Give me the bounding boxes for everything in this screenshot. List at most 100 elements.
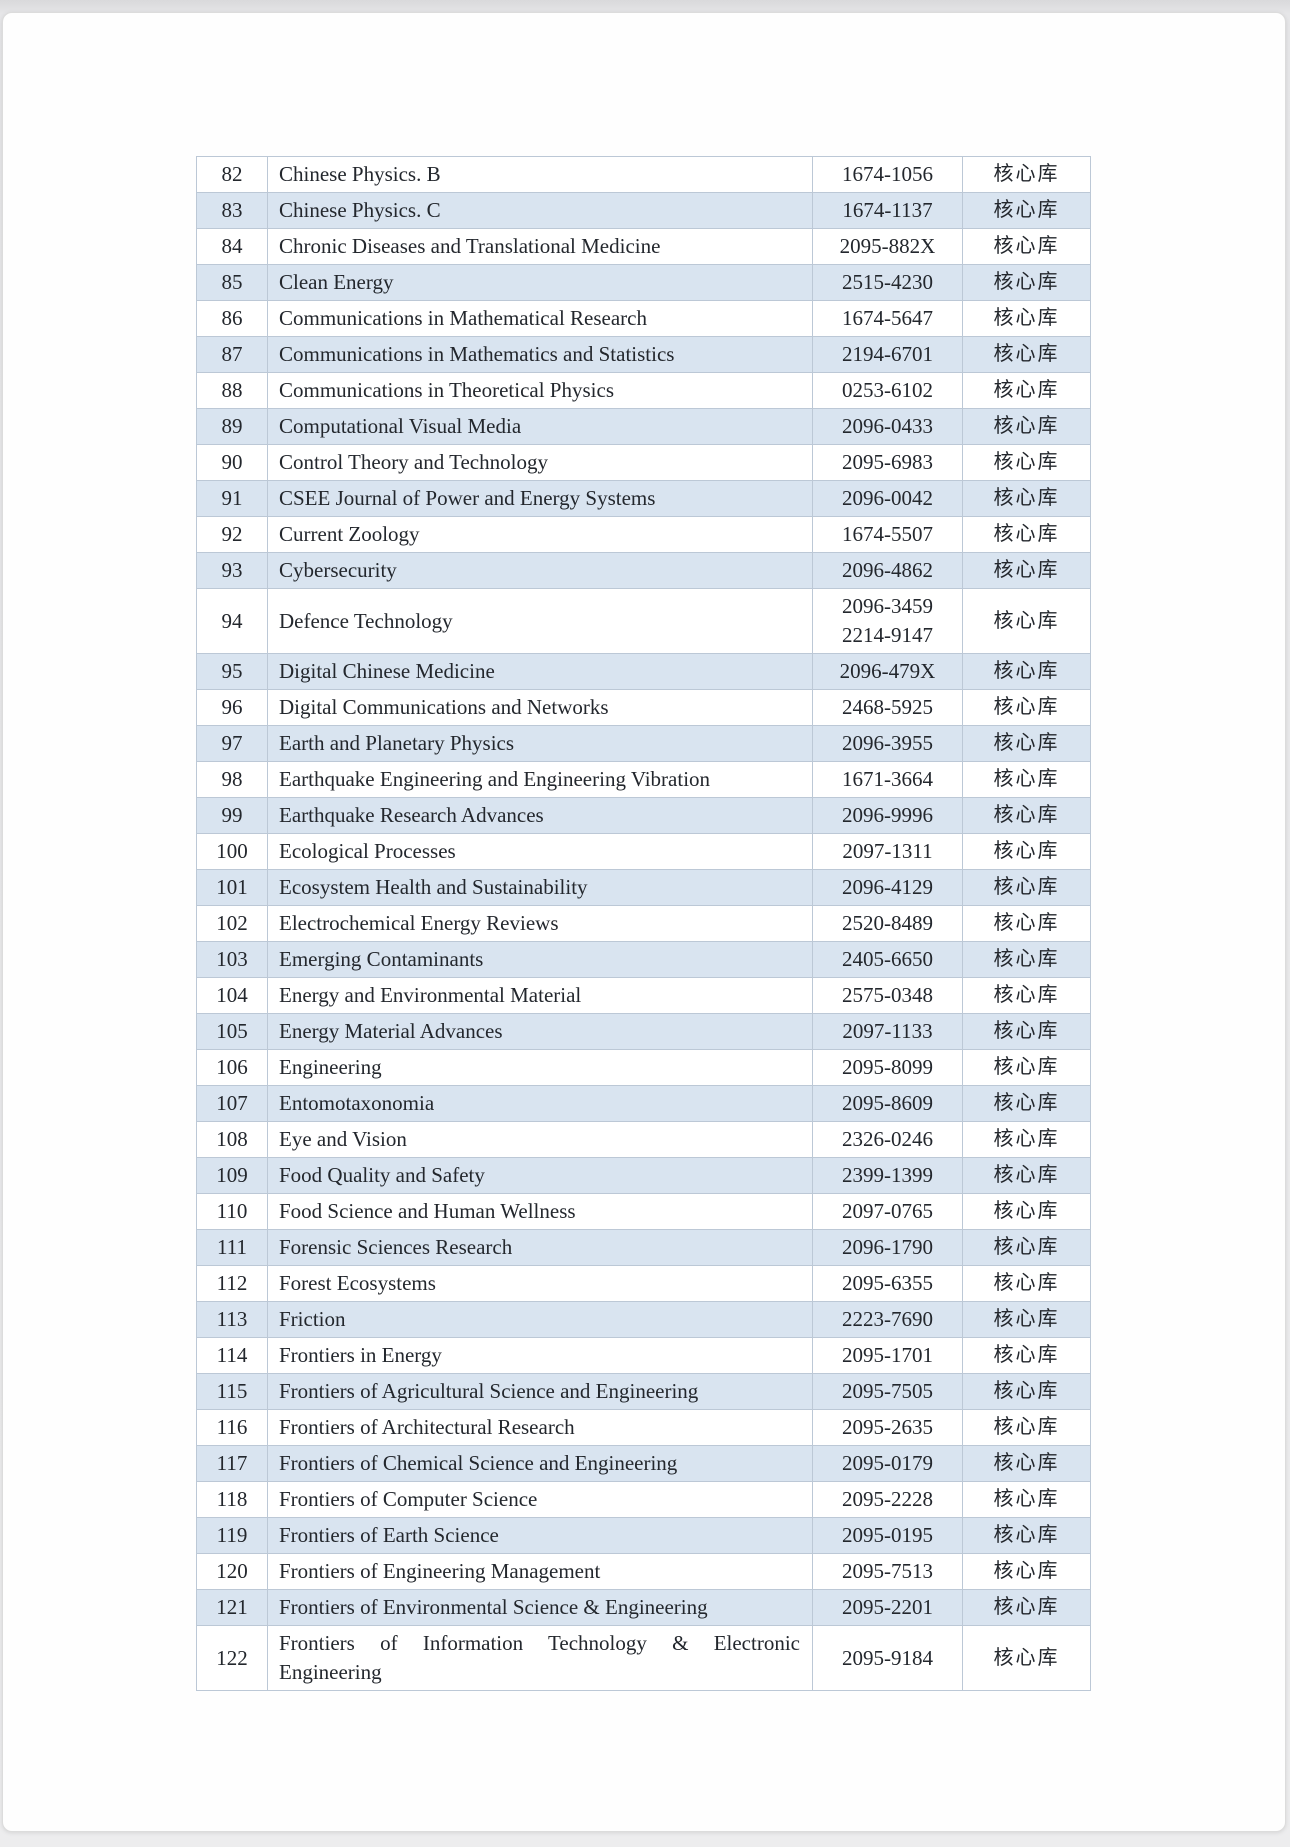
status-cell: 核心库 [962, 1625, 1091, 1691]
row-number-cell: 106 [196, 1049, 268, 1086]
journal-name-cell: Entomotaxonomia [267, 1085, 813, 1122]
journal-name-cell: CSEE Journal of Power and Energy Systems [267, 480, 813, 517]
status-cell: 核心库 [962, 1373, 1091, 1410]
table-row: 122 Frontiers of Information Technology … [196, 1625, 1091, 1691]
issn-cell: 2468-5925 [812, 689, 963, 726]
issn-value: 2468-5925 [842, 695, 933, 719]
issn-value: 2096-4862 [842, 558, 933, 582]
status-cell: 核心库 [962, 408, 1091, 445]
journal-name-cell: Defence Technology [267, 588, 813, 654]
status-cell: 核心库 [962, 869, 1091, 906]
journal-name-cell: Frontiers of Information Technology & El… [267, 1625, 813, 1691]
issn-cell: 2096-4862 [812, 552, 963, 589]
row-number-cell: 95 [196, 653, 268, 690]
issn-cell: 1671-3664 [812, 761, 963, 798]
status-cell: 核心库 [962, 1265, 1091, 1302]
issn-value: 2096-4129 [842, 875, 933, 899]
journal-name-cell: Frontiers of Environmental Science & Eng… [267, 1589, 813, 1626]
issn-value: 2095-882X [839, 234, 936, 258]
journal-name-cell: Engineering [267, 1049, 813, 1086]
table-row: 82 Chinese Physics. B 1674-1056 核心库 [196, 156, 1091, 193]
row-number-cell: 90 [196, 444, 268, 481]
issn-value: 2096-479X [839, 659, 936, 683]
issn-value: 2096-9996 [842, 803, 933, 827]
status-cell: 核心库 [962, 480, 1091, 517]
table-row: 89 Computational Visual Media 2096-0433 … [196, 408, 1091, 445]
row-number-cell: 87 [196, 336, 268, 373]
table-row: 103 Emerging Contaminants 2405-6650 核心库 [196, 941, 1091, 978]
journal-name-cell: Frontiers of Chemical Science and Engine… [267, 1445, 813, 1482]
status-cell: 核心库 [962, 1229, 1091, 1266]
row-number-cell: 84 [196, 228, 268, 265]
journal-name-cell: Digital Chinese Medicine [267, 653, 813, 690]
issn-value: 2096-0042 [842, 486, 933, 510]
table-row: 85 Clean Energy 2515-4230 核心库 [196, 264, 1091, 301]
table-row: 87 Communications in Mathematics and Sta… [196, 336, 1091, 373]
row-number-cell: 99 [196, 797, 268, 834]
row-number-cell: 107 [196, 1085, 268, 1122]
issn-cell: 2520-8489 [812, 905, 963, 942]
status-cell: 核心库 [962, 1013, 1091, 1050]
table-row: 96 Digital Communications and Networks 2… [196, 689, 1091, 726]
status-cell: 核心库 [962, 192, 1091, 229]
issn-cell: 2194-6701 [812, 336, 963, 373]
issn-cell: 2096-479X [812, 653, 963, 690]
issn-value: 2575-0348 [842, 983, 933, 1007]
journal-name-cell: Earth and Planetary Physics [267, 725, 813, 762]
table-row: 112 Forest Ecosystems 2095-6355 核心库 [196, 1265, 1091, 1302]
table-row: 88 Communications in Theoretical Physics… [196, 372, 1091, 409]
status-cell: 核心库 [962, 905, 1091, 942]
status-cell: 核心库 [962, 653, 1091, 690]
row-number-cell: 119 [196, 1517, 268, 1554]
issn-value: 2096-3459 [842, 594, 933, 618]
row-number-cell: 96 [196, 689, 268, 726]
journal-name-cell: Chinese Physics. B [267, 156, 813, 193]
issn-value: 2095-1701 [842, 1343, 933, 1367]
issn-cell: 2399-1399 [812, 1157, 963, 1194]
issn-value: 2096-3955 [842, 731, 933, 755]
journal-name-cell: Frontiers of Engineering Management [267, 1553, 813, 1590]
row-number-cell: 85 [196, 264, 268, 301]
row-number-cell: 102 [196, 905, 268, 942]
issn-cell: 2095-2635 [812, 1409, 963, 1446]
status-cell: 核心库 [962, 444, 1091, 481]
status-cell: 核心库 [962, 1589, 1091, 1626]
status-cell: 核心库 [962, 264, 1091, 301]
status-cell: 核心库 [962, 1049, 1091, 1086]
issn-cell: 2575-0348 [812, 977, 963, 1014]
issn-cell: 2095-882X [812, 228, 963, 265]
status-cell: 核心库 [962, 941, 1091, 978]
issn-cell: 2223-7690 [812, 1301, 963, 1338]
row-number-cell: 91 [196, 480, 268, 517]
row-number-cell: 93 [196, 552, 268, 589]
journal-name-cell: Food Science and Human Wellness [267, 1193, 813, 1230]
issn-cell: 2095-1701 [812, 1337, 963, 1374]
table-row: 86 Communications in Mathematical Resear… [196, 300, 1091, 337]
status-cell: 核心库 [962, 1553, 1091, 1590]
issn-cell: 1674-5647 [812, 300, 963, 337]
issn-value: 2096-0433 [842, 414, 933, 438]
table-row: 117 Frontiers of Chemical Science and En… [196, 1445, 1091, 1482]
issn-cell: 2095-8609 [812, 1085, 963, 1122]
status-cell: 核心库 [962, 1481, 1091, 1518]
journal-name-cell: Computational Visual Media [267, 408, 813, 445]
status-cell: 核心库 [962, 552, 1091, 589]
journal-name-cell: Communications in Theoretical Physics [267, 372, 813, 409]
row-number-cell: 86 [196, 300, 268, 337]
issn-value: 2097-1133 [842, 1019, 933, 1043]
row-number-cell: 108 [196, 1121, 268, 1158]
row-number-cell: 114 [196, 1337, 268, 1374]
journal-name-cell: Eye and Vision [267, 1121, 813, 1158]
issn-value: 2223-7690 [842, 1307, 933, 1331]
row-number-cell: 115 [196, 1373, 268, 1410]
row-number-cell: 118 [196, 1481, 268, 1518]
issn-cell: 2095-6355 [812, 1265, 963, 1302]
issn-value: 2399-1399 [842, 1163, 933, 1187]
issn-value: 2095-7505 [842, 1379, 933, 1403]
table-row: 106 Engineering 2095-8099 核心库 [196, 1049, 1091, 1086]
table-row: 95 Digital Chinese Medicine 2096-479X 核心… [196, 653, 1091, 690]
table-row: 101 Ecosystem Health and Sustainability … [196, 869, 1091, 906]
journal-name-cell: Forensic Sciences Research [267, 1229, 813, 1266]
row-number-cell: 110 [196, 1193, 268, 1230]
row-number-cell: 116 [196, 1409, 268, 1446]
